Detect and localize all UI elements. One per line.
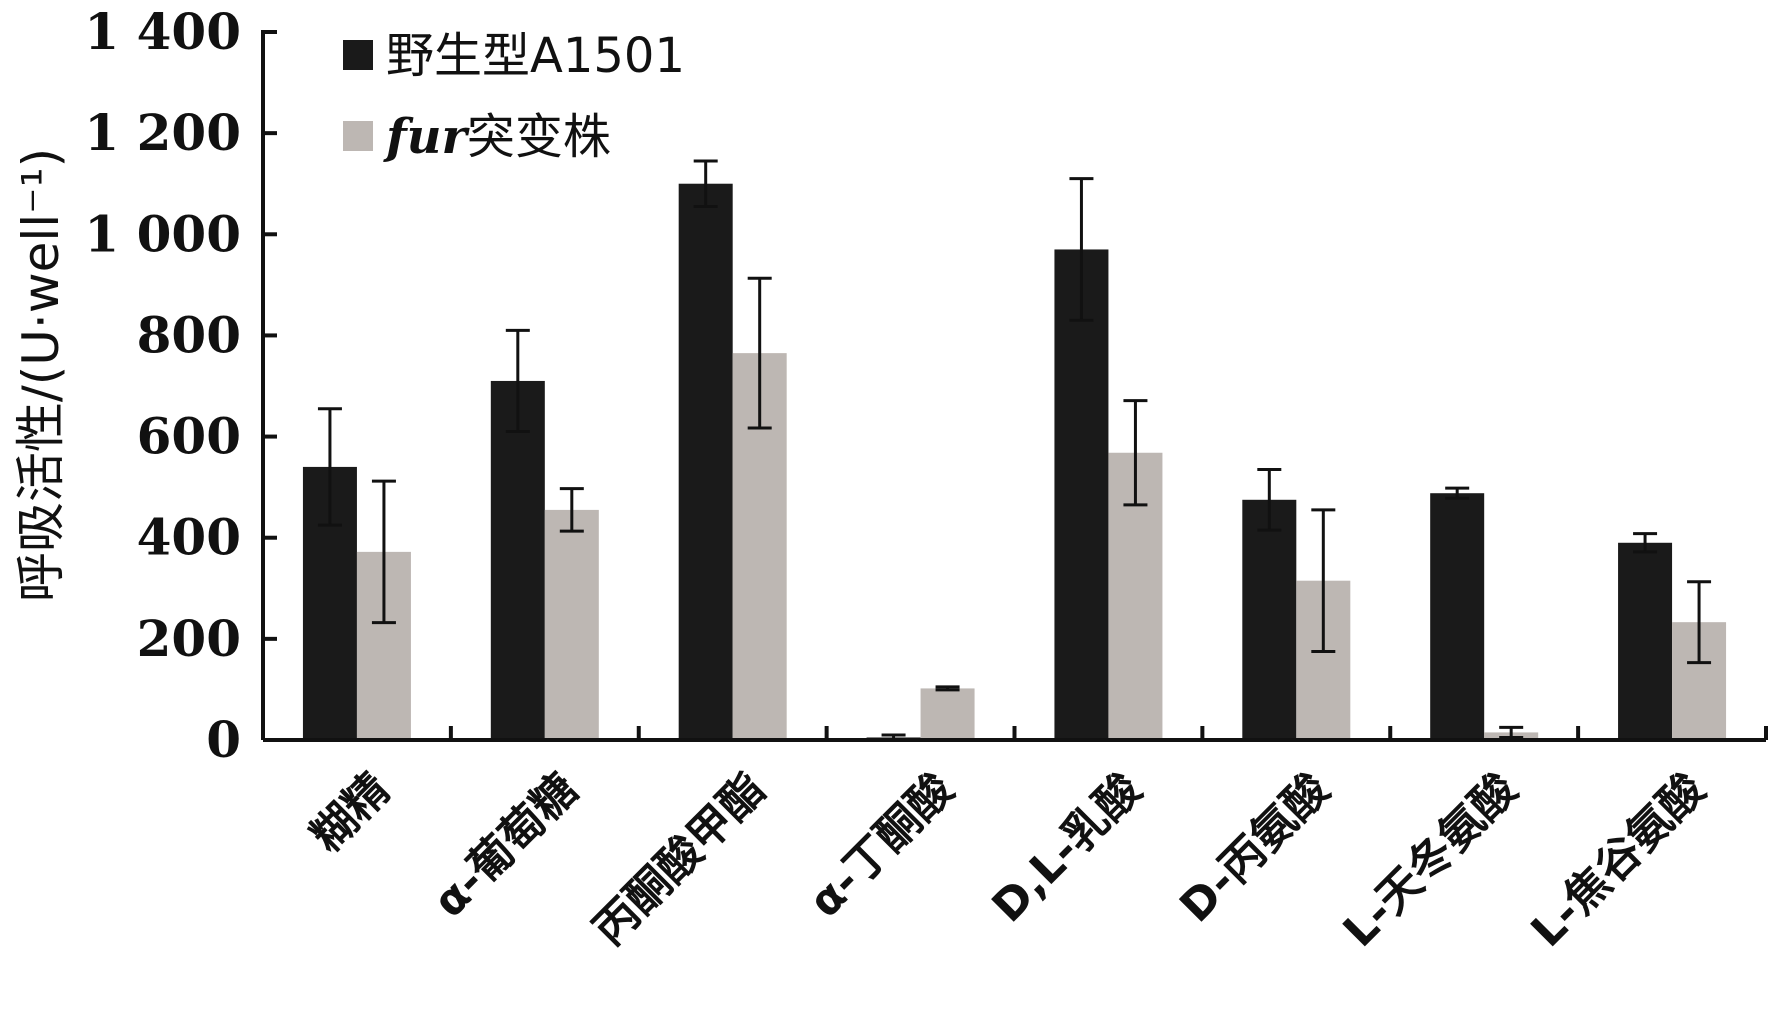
error-bars xyxy=(317,159,1712,740)
y-tick-label: 800 xyxy=(137,305,241,364)
bar-wildtype xyxy=(1618,542,1673,740)
y-tick-label: 1 400 xyxy=(84,2,241,61)
bar-wildtype xyxy=(1242,499,1297,740)
bar-wildtype xyxy=(490,380,545,740)
bar-wildtype xyxy=(1430,493,1485,740)
y-axis-label: 呼吸活性/(U·well⁻¹) xyxy=(12,148,70,602)
legend-label-fur-mutant: fur突变株 xyxy=(383,109,611,165)
x-category-label: L-天冬氨酸 xyxy=(1334,763,1528,957)
x-category-label: 丙酮酸甲酯 xyxy=(584,764,776,956)
x-category-label: 糊精 xyxy=(301,764,399,862)
y-axis-ticks: 0 200 400 600 800 1 000 1 200 1 400 xyxy=(84,2,277,769)
y-tick-label: 1 000 xyxy=(84,204,241,263)
bar-wildtype xyxy=(678,183,733,740)
x-category-label: D-丙氨酸 xyxy=(1170,763,1339,932)
plot-area xyxy=(302,183,1727,740)
y-tick-label: 200 xyxy=(137,609,241,668)
y-tick-label: 0 xyxy=(206,710,241,769)
legend: 野生型A1501 fur突变株 xyxy=(343,28,685,165)
legend-swatch-wildtype xyxy=(343,40,373,70)
bar-fur-mutant xyxy=(544,509,599,740)
legend-label-fur-rest: 突变株 xyxy=(467,109,611,165)
y-tick-label: 1 200 xyxy=(84,103,241,162)
legend-swatch-fur-mutant xyxy=(343,121,373,151)
legend-label-wildtype: 野生型A1501 xyxy=(386,28,685,84)
x-category-label: α-丁酮酸 xyxy=(800,763,964,927)
y-tick-label: 400 xyxy=(137,508,241,567)
y-tick-label: 600 xyxy=(137,407,241,466)
x-axis-ticks xyxy=(448,726,1768,740)
bar-wildtype xyxy=(1054,249,1109,740)
x-category-label: D,L-乳酸 xyxy=(983,763,1152,932)
x-category-label: α-葡萄糖 xyxy=(424,764,588,928)
legend-label-fur-italic: fur xyxy=(383,109,471,165)
bar-fur-mutant xyxy=(920,688,975,740)
x-category-label: L-焦谷氨酸 xyxy=(1522,763,1716,957)
